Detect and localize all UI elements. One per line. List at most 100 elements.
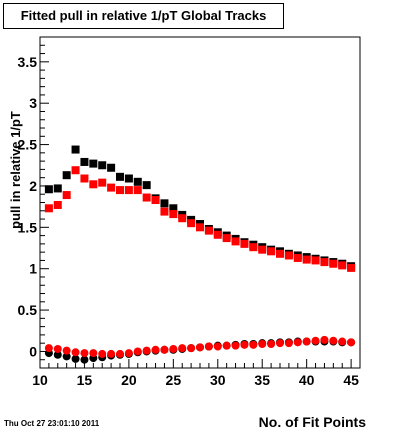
data-point-square: [98, 161, 107, 170]
data-point-square: [347, 263, 356, 272]
data-point-square: [231, 237, 240, 246]
data-point-square: [116, 186, 124, 195]
data-point-square: [71, 145, 80, 154]
data-point-square: [44, 185, 53, 194]
data-point-square: [124, 186, 133, 195]
x-tick-label: 30: [210, 372, 226, 388]
data-point-square: [320, 258, 329, 267]
data-point-square: [133, 177, 142, 186]
y-tick-label: 0: [29, 343, 37, 359]
data-point-square: [89, 180, 98, 189]
data-point-circle: [62, 346, 71, 355]
data-point-circle: [44, 344, 53, 353]
data-point-circle: [89, 349, 98, 358]
data-point-square: [240, 239, 249, 248]
data-point-square: [107, 163, 116, 172]
data-point-circle: [53, 350, 62, 359]
y-tick-label: 3: [29, 95, 37, 111]
data-point-square: [142, 181, 151, 190]
data-point-circle: [311, 336, 320, 345]
y-tick-label: 0.5: [18, 302, 38, 318]
data-point-circle: [160, 345, 169, 354]
data-point-square: [89, 159, 98, 168]
data-point-square: [187, 219, 196, 228]
chart-title-box: Fitted pull in relative 1/pT Global Trac…: [3, 3, 284, 29]
data-point-circle: [284, 339, 293, 348]
data-point-square: [329, 259, 338, 268]
data-point-square: [160, 207, 169, 216]
data-point-circle: [133, 347, 142, 356]
data-point-square: [124, 174, 133, 183]
data-point-circle: [249, 340, 258, 349]
data-point-circle: [276, 339, 284, 348]
data-point-circle: [240, 340, 249, 349]
data-point-square: [204, 226, 213, 235]
data-point-square: [222, 234, 231, 243]
data-point-circle: [116, 349, 124, 358]
x-tick-label: 45: [343, 372, 359, 388]
data-point-circle: [320, 335, 329, 344]
data-point-square: [107, 183, 116, 192]
data-point-circle: [329, 336, 338, 345]
data-point-square: [276, 249, 284, 258]
x-axis-label: No. of Fit Points: [259, 414, 367, 430]
data-point-circle: [347, 338, 356, 347]
data-point-square: [62, 171, 71, 180]
x-tick-label: 10: [32, 372, 48, 388]
data-point-square: [311, 256, 320, 265]
data-point-square: [53, 200, 62, 209]
x-tick-label: 15: [77, 372, 93, 388]
x-tick-label: 35: [254, 372, 270, 388]
data-point-square: [71, 166, 80, 175]
data-point-circle: [196, 343, 204, 352]
data-point-square: [142, 193, 151, 202]
data-point-square: [98, 178, 107, 187]
data-point-circle: [71, 348, 80, 357]
data-point-circle: [142, 346, 151, 355]
data-point-circle: [178, 344, 187, 353]
data-point-circle: [124, 349, 133, 358]
data-point-circle: [151, 345, 160, 354]
y-tick-label: 3.5: [18, 54, 38, 70]
y-tick-label: 1: [29, 261, 37, 277]
data-point-circle: [187, 344, 196, 353]
data-point-square: [80, 157, 89, 166]
data-point-square: [249, 243, 258, 252]
data-point-square: [169, 210, 178, 219]
y-tick-label: 2: [29, 178, 37, 194]
data-point-circle: [231, 341, 240, 350]
data-point-circle: [98, 349, 107, 358]
data-point-square: [80, 174, 89, 183]
data-point-circle: [302, 337, 311, 346]
data-point-circle: [338, 337, 347, 346]
data-point-square: [133, 186, 142, 195]
data-point-square: [196, 223, 204, 232]
timestamp: Thu Oct 27 23:01:10 2011: [4, 419, 100, 428]
data-point-square: [44, 204, 53, 213]
data-point-circle: [267, 340, 276, 349]
data-point-square: [62, 191, 71, 200]
data-point-square: [258, 245, 267, 254]
data-point-circle: [258, 340, 267, 349]
data-point-circle: [169, 344, 178, 353]
data-point-square: [338, 261, 347, 270]
data-point-circle: [71, 354, 80, 363]
data-point-circle: [222, 341, 231, 350]
data-point-circle: [204, 342, 213, 351]
plot-frame: [39, 36, 361, 369]
y-tick-label: 1.5: [18, 219, 38, 235]
data-point-circle: [213, 342, 222, 351]
data-point-circle: [293, 338, 302, 347]
x-tick-label: 25: [166, 372, 182, 388]
y-tick-label: 2.5: [18, 137, 38, 153]
data-point-square: [116, 172, 124, 181]
data-point-square: [169, 204, 178, 213]
data-point-square: [151, 196, 160, 205]
data-point-square: [213, 230, 222, 239]
data-point-square: [267, 247, 276, 256]
data-point-square: [53, 184, 62, 193]
x-tick-label: 20: [121, 372, 137, 388]
x-tick-label: 40: [299, 372, 315, 388]
data-point-circle: [53, 344, 62, 353]
